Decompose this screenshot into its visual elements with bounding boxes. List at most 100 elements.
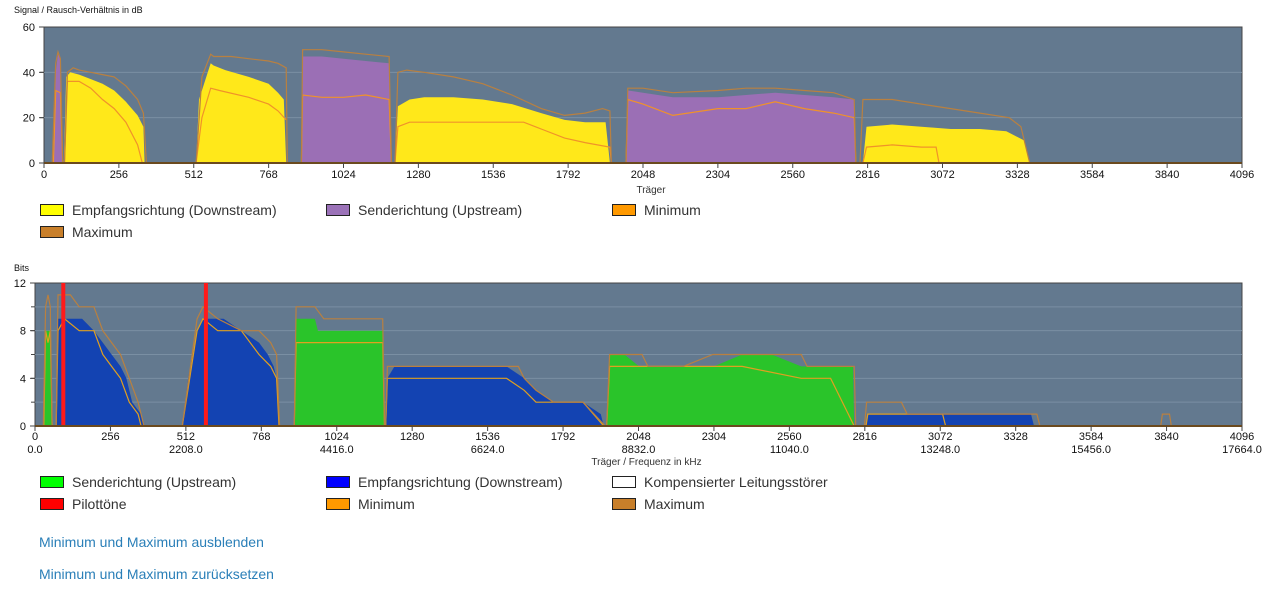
legend-swatch-downstream — [40, 204, 64, 216]
series-line-maximum — [625, 87, 857, 164]
series-line-minimum — [195, 87, 287, 164]
series-line-maximum — [859, 98, 1031, 164]
y-tick-label: 8 — [20, 326, 26, 338]
x-tick-freq-label: 0.0 — [27, 444, 42, 456]
x-tick-label: 3840 — [1155, 169, 1179, 181]
x-tick-label: 512 — [185, 169, 203, 181]
series-area-downstream — [866, 414, 1034, 426]
legend-item-maximum: Maximum — [612, 496, 705, 512]
pilot-tone-marker — [203, 283, 208, 426]
x-tick-freq-label: 11040.0 — [770, 444, 809, 456]
legend-swatch-minimum — [612, 204, 636, 216]
x-tick-freq-label: 15456.0 — [1071, 444, 1111, 456]
legend-item-pilot-tones: Pilottöne — [40, 496, 126, 512]
y-tick-label: 12 — [14, 278, 26, 290]
x-tick-label: 2560 — [777, 431, 801, 443]
legend-item-upstream: Senderichtung (Upstream) — [40, 474, 236, 490]
x-tick-label: 512 — [177, 431, 195, 443]
legend-item-downstream: Empfangsrichtung (Downstream) — [40, 202, 277, 218]
x-tick-label: 1280 — [400, 431, 424, 443]
x-tick-freq-label: 6624.0 — [471, 444, 505, 456]
x-tick-label: 1536 — [475, 431, 499, 443]
x-axis-label: Träger — [636, 185, 666, 196]
series-area-downstream — [56, 318, 145, 426]
series-line-maximum — [1160, 413, 1172, 427]
reset-minmax-link[interactable]: Minimum und Maximum zurücksetzen — [39, 566, 274, 582]
legend-swatch-upstream — [40, 476, 64, 488]
x-tick-label: 4096 — [1230, 169, 1254, 181]
series-area-downstream — [395, 97, 610, 163]
y-tick-label: 20 — [23, 113, 35, 125]
hide-minmax-link[interactable]: Minimum und Maximum ausblenden — [39, 534, 264, 550]
legend-label: Maximum — [644, 496, 705, 512]
series-line-maximum — [300, 49, 393, 164]
series-area-downstream — [385, 366, 604, 426]
x-tick-label: 768 — [259, 169, 277, 181]
x-tick-label: 2048 — [631, 169, 655, 181]
legend-swatch-maximum — [40, 226, 64, 238]
legend-item-maximum: Maximum — [40, 224, 133, 240]
x-tick-label: 2048 — [626, 431, 650, 443]
legend-swatch-compensated-noise — [612, 476, 636, 488]
legend-label: Senderichtung (Upstream) — [358, 202, 523, 218]
x-tick-label: 2816 — [853, 431, 877, 443]
series-area-upstream — [301, 56, 392, 163]
legend-item-minimum: Minimum — [612, 202, 701, 218]
x-tick-label: 1280 — [406, 169, 430, 181]
legend-label: Minimum — [358, 496, 415, 512]
x-tick-label: 3328 — [1005, 169, 1029, 181]
pilot-tone-marker — [61, 283, 66, 426]
series-line-minimum — [394, 121, 612, 164]
y-tick-label: 4 — [20, 373, 26, 385]
snr-chart-title: Signal / Rausch-Verhältnis in dB — [14, 5, 143, 15]
x-tick-label: 0 — [41, 169, 47, 181]
series-line-minimum — [862, 144, 940, 164]
x-tick-label: 3584 — [1080, 169, 1104, 181]
series-area-downstream — [862, 124, 1030, 163]
legend-item-upstream: Senderichtung (Upstream) — [326, 202, 522, 218]
snr-chart: 0 20 40 60 0 256 512 768 1024 1280 1536 1792 2048 230… — [23, 22, 1254, 196]
x-tick-label: 2560 — [781, 169, 805, 181]
y-tick-label: 0 — [29, 158, 35, 170]
legend-item-minimum: Minimum — [326, 496, 415, 512]
x-tick-label: 2304 — [702, 431, 726, 443]
x-tick-label: 256 — [110, 169, 128, 181]
x-tick-label: 3072 — [930, 169, 954, 181]
series-line-minimum — [625, 98, 857, 164]
x-tick-label: 256 — [101, 431, 119, 443]
x-tick-label: 2816 — [855, 169, 879, 181]
x-tick-label: 3072 — [928, 431, 952, 443]
y-tick-label: 0 — [20, 421, 26, 433]
x-tick-label: 4096 — [1230, 431, 1254, 443]
legend-item-compensated-noise: Kompensierter Leitungsstörer — [612, 474, 828, 490]
x-tick-label: 1024 — [331, 169, 355, 181]
legend-label: Kompensierter Leitungsstörer — [644, 474, 828, 490]
series-line-maximum — [195, 53, 288, 164]
series-area-downstream — [63, 72, 145, 163]
series-line-maximum — [863, 401, 1041, 427]
x-tick-label: 2304 — [706, 169, 730, 181]
legend-label: Empfangsrichtung (Downstream) — [358, 474, 563, 490]
x-axis-label: Träger / Frequenz in kHz — [591, 457, 701, 468]
legend-swatch-downstream — [326, 476, 350, 488]
series-line-maximum — [55, 294, 145, 427]
x-tick-label: 3840 — [1154, 431, 1178, 443]
series-line-maximum — [385, 365, 606, 427]
x-tick-label: 0 — [32, 431, 38, 443]
series-line-maximum — [181, 305, 281, 427]
series-area-downstream — [196, 63, 287, 163]
x-tick-label: 1792 — [556, 169, 580, 181]
x-tick-freq-label: 13248.0 — [920, 444, 960, 456]
bits-chart-title: Bits — [14, 263, 30, 273]
x-tick-freq-label: 8832.0 — [622, 444, 656, 456]
series-line-maximum — [606, 353, 857, 427]
x-tick-freq-label: 17664.0 — [1222, 444, 1262, 456]
series-area-upstream — [606, 354, 855, 426]
legend-swatch-pilot-tones — [40, 498, 64, 510]
legend-label: Senderichtung (Upstream) — [72, 474, 237, 490]
x-tick-freq-label: 2208.0 — [169, 444, 203, 456]
series-line-maximum — [51, 49, 64, 164]
x-tick-label: 1024 — [325, 431, 349, 443]
series-area-upstream — [294, 318, 385, 426]
